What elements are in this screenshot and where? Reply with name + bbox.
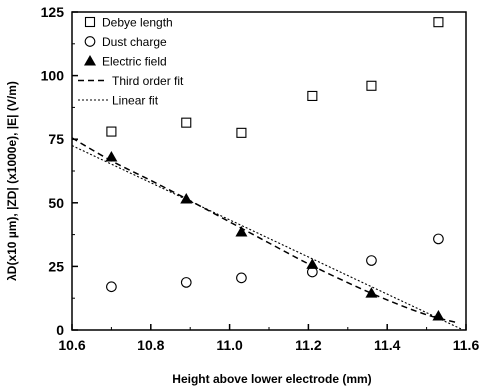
legend-symbol xyxy=(84,55,96,66)
y-tick-label: 75 xyxy=(48,131,64,147)
x-tick-label: 11.2 xyxy=(295,337,322,353)
legend-label: Third order fit xyxy=(112,74,184,88)
x-axis-ticks: 10.6 10.8 11.0 11.2 11.4 11.6 xyxy=(58,324,479,353)
y-tick-label: 125 xyxy=(41,4,65,20)
x-tick-label: 11.0 xyxy=(216,337,243,353)
legend-label: Linear fit xyxy=(112,94,159,108)
electric-field-point xyxy=(235,226,248,237)
y-tick-label: 50 xyxy=(48,195,64,211)
debye-length-point xyxy=(433,17,444,28)
y-tick-label: 0 xyxy=(56,322,64,338)
debye-length-point xyxy=(181,117,192,128)
third-order-fit-line xyxy=(72,137,459,324)
x-axis-title: Height above lower electrode (mm) xyxy=(172,372,371,386)
electric-field-point xyxy=(365,287,378,298)
legend: Debye length Dust charge Electric field Thi… xyxy=(78,16,184,108)
dust-charge-point xyxy=(366,255,377,266)
linear-fit-line xyxy=(72,145,465,330)
dust-charge-point xyxy=(180,277,192,288)
dust-charge-point xyxy=(236,272,247,284)
debye-length-point xyxy=(236,127,247,138)
electric-field-point xyxy=(432,310,445,321)
electric-field-point xyxy=(306,258,319,269)
legend-label: Dust charge xyxy=(102,35,167,49)
debye-length-point xyxy=(307,90,318,102)
debye-length-point xyxy=(366,80,377,91)
y-tick-label: 100 xyxy=(41,68,65,84)
legend-label: Debye length xyxy=(102,16,173,30)
x-tick-label: 11.4 xyxy=(374,337,401,353)
y-tick-label: 25 xyxy=(48,258,64,274)
fit-lines xyxy=(72,137,465,330)
y-axis-ticks: 0 25 50 75 100 125 xyxy=(41,4,78,338)
legend-symbol xyxy=(84,16,96,28)
debye-length-point xyxy=(106,126,117,137)
electric-field-point xyxy=(105,151,118,162)
y-axis-title: λD(x10 µm), |ZD| (x1000e), |E| (V/m) xyxy=(5,81,19,281)
dust-charge-point xyxy=(433,233,444,245)
dust-charge-point xyxy=(106,281,117,293)
x-tick-label: 10.8 xyxy=(137,337,164,353)
legend-label: Electric field xyxy=(102,55,167,69)
electric-field-point xyxy=(180,192,193,204)
data-markers xyxy=(105,17,445,321)
x-tick-label: 11.6 xyxy=(453,337,480,353)
legend-symbol xyxy=(84,36,96,47)
x-tick-label: 10.6 xyxy=(58,337,85,353)
